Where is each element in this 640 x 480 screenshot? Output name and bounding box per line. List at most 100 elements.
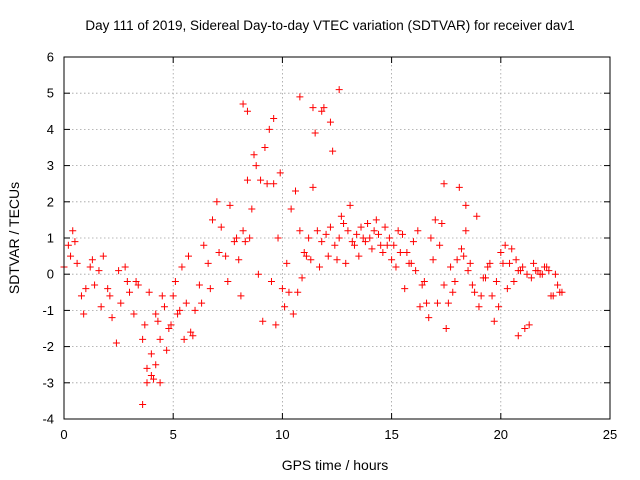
- data-point: [412, 267, 420, 275]
- data-point: [178, 263, 186, 271]
- data-point: [139, 401, 147, 409]
- data-point: [335, 86, 343, 94]
- data-point: [324, 252, 332, 260]
- y-axis-label: SDTVAR / TECUs: [6, 182, 22, 294]
- y-tick-label: -3: [42, 375, 54, 390]
- data-point: [158, 292, 166, 300]
- data-point: [121, 263, 129, 271]
- data-point: [453, 256, 461, 264]
- data-point: [335, 234, 343, 242]
- data-point: [316, 263, 324, 271]
- data-point: [468, 281, 476, 289]
- data-point: [305, 234, 313, 242]
- data-point: [117, 299, 125, 307]
- data-point: [381, 223, 389, 231]
- data-point: [224, 277, 232, 285]
- data-point: [237, 292, 245, 300]
- data-point: [407, 259, 415, 267]
- data-point: [270, 115, 278, 123]
- data-point: [444, 299, 452, 307]
- data-point: [396, 248, 404, 256]
- data-point: [392, 263, 400, 271]
- data-point: [409, 238, 417, 246]
- data-point: [254, 270, 262, 278]
- data-point: [508, 245, 516, 253]
- data-point: [355, 252, 363, 260]
- data-point: [477, 292, 485, 300]
- data-point: [217, 223, 225, 231]
- data-point: [372, 216, 380, 224]
- data-point: [141, 321, 149, 329]
- x-tick-label: 15: [384, 427, 398, 442]
- data-point: [383, 241, 391, 249]
- data-point: [176, 306, 184, 314]
- y-tick-label: 6: [47, 50, 54, 65]
- data-point: [82, 285, 90, 293]
- data-point: [344, 227, 352, 235]
- data-point: [88, 256, 96, 264]
- data-point: [495, 303, 503, 311]
- data-point: [322, 230, 330, 238]
- data-point: [490, 317, 498, 325]
- data-point: [370, 227, 378, 235]
- data-point: [307, 256, 315, 264]
- data-point: [252, 162, 260, 170]
- data-point: [492, 277, 500, 285]
- data-point: [77, 292, 85, 300]
- data-point: [97, 303, 105, 311]
- data-point: [488, 292, 496, 300]
- data-point: [235, 256, 243, 264]
- data-point: [366, 234, 374, 242]
- data-point: [298, 274, 306, 282]
- data-point: [473, 212, 481, 220]
- data-point: [329, 147, 337, 155]
- data-point: [547, 292, 555, 300]
- data-point: [163, 346, 171, 354]
- data-point: [73, 259, 81, 267]
- data-point: [394, 227, 402, 235]
- data-point: [206, 285, 214, 293]
- data-point: [248, 205, 256, 213]
- axis-ticks: 0 5 10 15 20 25 -4 -3 -2 -1 0 1 2 3 4 5 6: [42, 50, 617, 443]
- data-point: [475, 303, 483, 311]
- data-point: [171, 277, 179, 285]
- data-point: [143, 379, 151, 387]
- data-point: [156, 379, 164, 387]
- data-point: [246, 234, 254, 242]
- data-point: [80, 310, 88, 318]
- data-point: [326, 223, 334, 231]
- data-point: [222, 252, 230, 260]
- data-point: [241, 238, 249, 246]
- data-point: [132, 277, 140, 285]
- data-point: [147, 350, 155, 358]
- data-point: [289, 310, 297, 318]
- data-point: [374, 230, 382, 238]
- data-point: [429, 256, 437, 264]
- data-point: [342, 259, 350, 267]
- data-point: [525, 321, 533, 329]
- data-point: [385, 234, 393, 242]
- data-point: [501, 241, 509, 249]
- data-point: [108, 314, 116, 322]
- x-tick-label: 10: [275, 427, 289, 442]
- data-point: [180, 335, 188, 343]
- data-point: [497, 248, 505, 256]
- data-point: [287, 205, 295, 213]
- data-point: [191, 306, 199, 314]
- data-point: [447, 263, 455, 271]
- data-point: [425, 314, 433, 322]
- data-point: [318, 238, 326, 246]
- data-point: [296, 227, 304, 235]
- data-point: [139, 335, 147, 343]
- y-tick-label: 4: [47, 122, 54, 137]
- data-point: [115, 267, 123, 275]
- data-point: [182, 299, 190, 307]
- data-point: [466, 259, 474, 267]
- data-point: [296, 93, 304, 101]
- data-point: [431, 216, 439, 224]
- data-point: [154, 317, 162, 325]
- data-point: [309, 104, 317, 112]
- data-point: [379, 248, 387, 256]
- data-point: [230, 238, 238, 246]
- data-point: [359, 234, 367, 242]
